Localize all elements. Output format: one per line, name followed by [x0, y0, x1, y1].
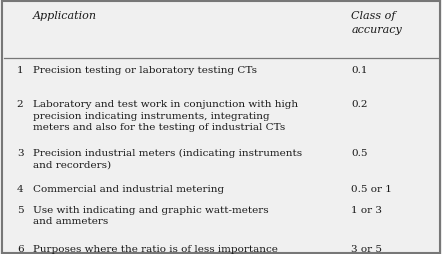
Text: 2: 2	[17, 100, 23, 109]
Text: 0.2: 0.2	[351, 100, 368, 109]
Text: 4: 4	[17, 185, 23, 194]
Text: Purposes where the ratio is of less importance: Purposes where the ratio is of less impo…	[33, 245, 278, 254]
Text: 0.5 or 1: 0.5 or 1	[351, 185, 392, 194]
Text: 1: 1	[17, 66, 23, 75]
Text: Application: Application	[33, 11, 97, 21]
Text: Laboratory and test work in conjunction with high
precision indicating instrumen: Laboratory and test work in conjunction …	[33, 100, 298, 132]
Text: 1 or 3: 1 or 3	[351, 206, 382, 215]
Text: 3 or 5: 3 or 5	[351, 245, 382, 254]
Text: 3: 3	[17, 149, 23, 157]
Text: Precision testing or laboratory testing CTs: Precision testing or laboratory testing …	[33, 66, 257, 75]
Text: Class of
accuracy: Class of accuracy	[351, 11, 402, 35]
Text: 5: 5	[17, 206, 23, 215]
Text: 0.5: 0.5	[351, 149, 368, 157]
Text: Commercial and industrial metering: Commercial and industrial metering	[33, 185, 224, 194]
Text: Use with indicating and graphic watt-meters
and ammeters: Use with indicating and graphic watt-met…	[33, 206, 269, 226]
Text: 0.1: 0.1	[351, 66, 368, 75]
Text: 6: 6	[17, 245, 23, 254]
Text: Precision industrial meters (indicating instruments
and recorders): Precision industrial meters (indicating …	[33, 149, 302, 169]
